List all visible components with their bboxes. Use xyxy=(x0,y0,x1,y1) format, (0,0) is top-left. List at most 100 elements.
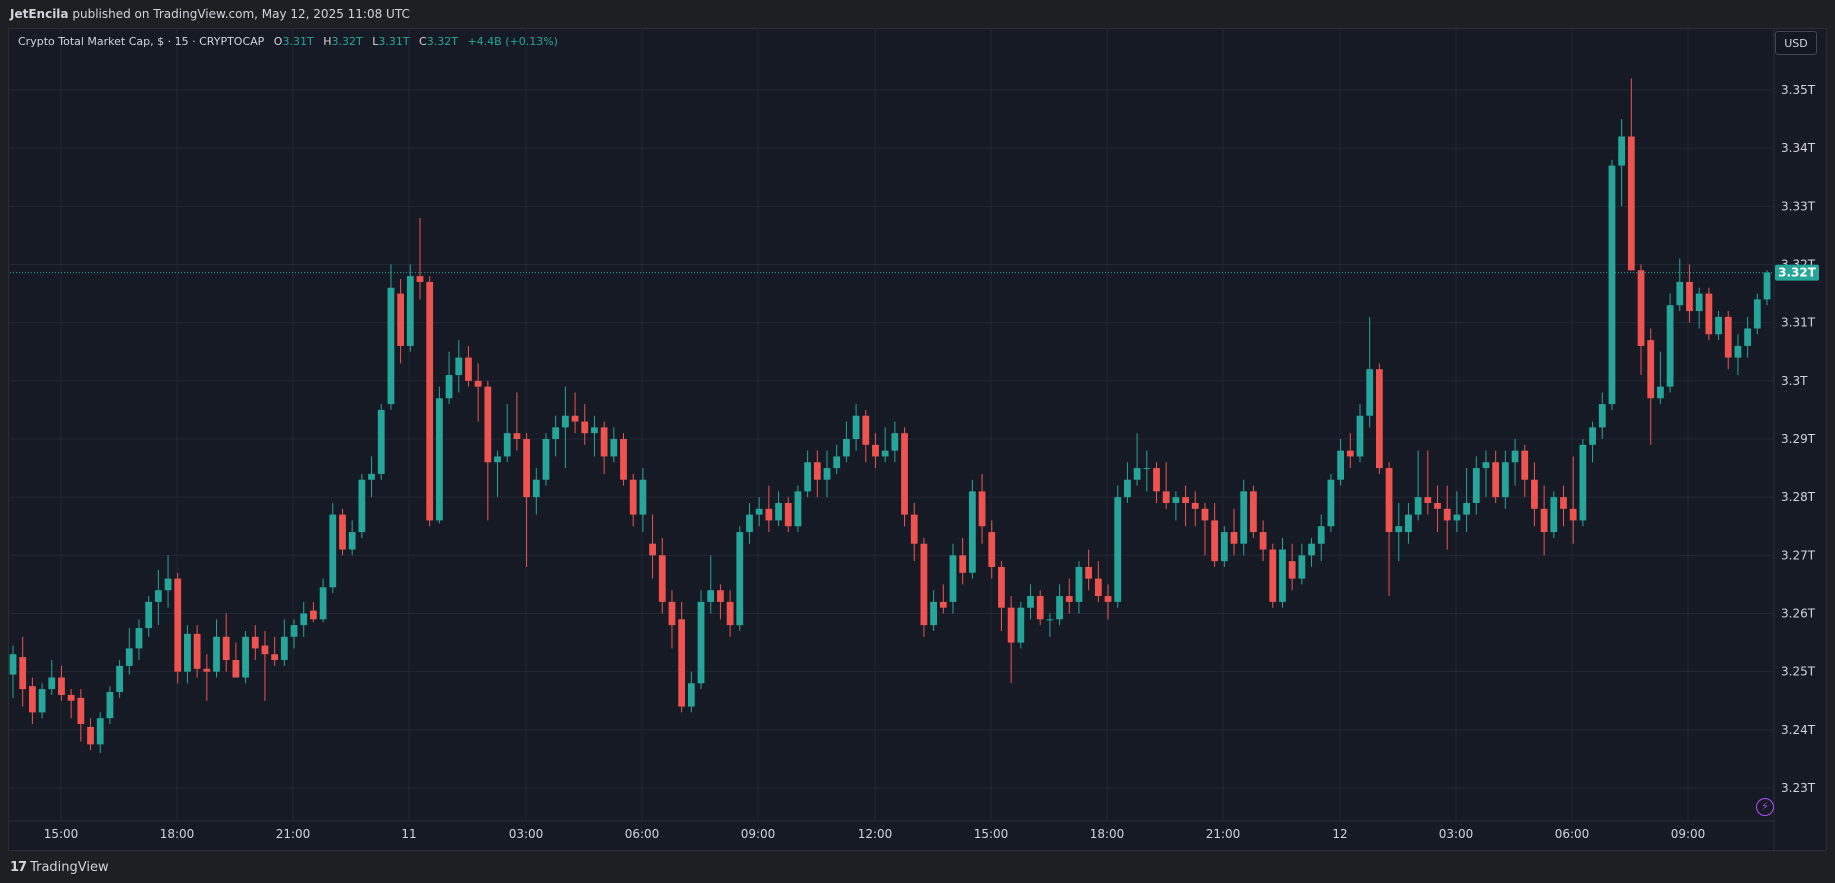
candle-body[interactable] xyxy=(1327,479,1335,527)
candle-body[interactable] xyxy=(1763,272,1771,300)
candle-body[interactable] xyxy=(629,479,637,515)
candle-body[interactable] xyxy=(959,555,967,573)
candle-body[interactable] xyxy=(1046,619,1054,621)
candle-body[interactable] xyxy=(222,636,230,661)
candle-body[interactable] xyxy=(416,276,424,282)
candle-body[interactable] xyxy=(678,619,686,707)
candle-body[interactable] xyxy=(377,409,385,474)
candle-body[interactable] xyxy=(1724,316,1732,358)
candle-body[interactable] xyxy=(1094,578,1102,597)
candle-body[interactable] xyxy=(1734,345,1742,358)
candle-body[interactable] xyxy=(513,433,521,439)
candle-body[interactable] xyxy=(697,601,705,684)
candle-body[interactable] xyxy=(862,415,870,445)
candle-body[interactable] xyxy=(1298,555,1306,579)
candle-body[interactable] xyxy=(1453,514,1461,521)
candle-body[interactable] xyxy=(1240,491,1248,544)
candle-body[interactable] xyxy=(1501,462,1509,498)
candle-body[interactable] xyxy=(872,444,879,457)
candle-body[interactable] xyxy=(1269,549,1277,602)
candle-body[interactable] xyxy=(804,462,812,492)
candle-body[interactable] xyxy=(910,514,918,544)
candle-body[interactable] xyxy=(1511,450,1519,463)
candle-body[interactable] xyxy=(998,566,1005,608)
candle-body[interactable] xyxy=(833,456,841,469)
candle-body[interactable] xyxy=(930,601,937,626)
candle-body[interactable] xyxy=(1589,427,1596,445)
candle-body[interactable] xyxy=(19,657,27,690)
candlestick-chart[interactable]: 15:00 18:00 21:00 11 03:00 06:00 09:00 12:00 15:… xyxy=(0,0,1835,851)
candle-body[interactable] xyxy=(784,502,792,527)
candle-body[interactable] xyxy=(445,375,453,399)
candle-body[interactable] xyxy=(319,587,327,620)
candle-body[interactable] xyxy=(387,287,395,405)
candle-body[interactable] xyxy=(1472,468,1480,503)
candle-body[interactable] xyxy=(455,357,463,376)
candle-body[interactable] xyxy=(1172,497,1180,503)
candle-body[interactable] xyxy=(1162,491,1170,503)
candle-body[interactable] xyxy=(687,683,695,707)
candle-body[interactable] xyxy=(1375,369,1383,469)
candle-body[interactable] xyxy=(203,668,211,672)
candle-body[interactable] xyxy=(881,450,889,457)
candle-body[interactable] xyxy=(988,532,996,567)
candle-body[interactable] xyxy=(920,543,928,626)
candle-body[interactable] xyxy=(435,398,443,521)
candle-body[interactable] xyxy=(1250,491,1257,533)
candle-body[interactable] xyxy=(1085,566,1093,579)
candle-body[interactable] xyxy=(726,601,734,626)
candle-body[interactable] xyxy=(290,625,298,637)
candle-body[interactable] xyxy=(1308,543,1315,556)
candle-body[interactable] xyxy=(193,633,201,669)
candle-body[interactable] xyxy=(58,677,65,695)
candle-body[interactable] xyxy=(67,694,75,701)
candle-body[interactable] xyxy=(1686,281,1693,312)
candle-body[interactable] xyxy=(1492,462,1500,498)
candle-body[interactable] xyxy=(125,648,133,666)
candle-body[interactable] xyxy=(1007,607,1015,643)
candle-body[interactable] xyxy=(1395,526,1403,533)
candle-body[interactable] xyxy=(271,654,279,661)
candle-body[interactable] xyxy=(1744,328,1752,346)
lightning-bolt-icon[interactable]: ⚡ xyxy=(1756,798,1774,816)
candle-body[interactable] xyxy=(1346,450,1354,457)
candle-body[interactable] xyxy=(668,601,676,626)
candle-body[interactable] xyxy=(28,686,36,713)
candle-body[interactable] xyxy=(1366,369,1374,416)
candle-body[interactable] xyxy=(1337,450,1345,480)
candle-body[interactable] xyxy=(242,636,249,678)
candle-body[interactable] xyxy=(968,491,976,573)
candle-body[interactable] xyxy=(77,697,85,725)
candle-body[interactable] xyxy=(280,636,288,661)
candle-body[interactable] xyxy=(329,514,337,588)
candle-body[interactable] xyxy=(213,636,220,672)
candle-body[interactable] xyxy=(358,479,366,533)
candle-body[interactable] xyxy=(1569,508,1577,521)
candle-body[interactable] xyxy=(571,415,579,422)
candle-body[interactable] xyxy=(1550,497,1558,533)
candle-body[interactable] xyxy=(261,645,269,655)
candle-body[interactable] xyxy=(736,532,744,626)
author-name[interactable]: JetEncila xyxy=(10,7,69,21)
candle-body[interactable] xyxy=(794,491,802,527)
candle-body[interactable] xyxy=(639,479,647,515)
candle-body[interactable] xyxy=(1579,444,1587,521)
candle-body[interactable] xyxy=(1598,404,1606,428)
candle-body[interactable] xyxy=(949,555,957,602)
candle-body[interactable] xyxy=(1104,596,1112,602)
candle-body[interactable] xyxy=(251,636,259,649)
candle-body[interactable] xyxy=(339,514,346,550)
candle-body[interactable] xyxy=(1143,468,1151,470)
candle-body[interactable] xyxy=(154,590,162,602)
candle-body[interactable] xyxy=(38,689,46,713)
candle-body[interactable] xyxy=(1424,497,1432,503)
candle-body[interactable] xyxy=(1463,502,1470,515)
candle-body[interactable] xyxy=(1259,532,1267,550)
candle-body[interactable] xyxy=(310,610,317,620)
candle-body[interactable] xyxy=(1153,468,1160,492)
candle-body[interactable] xyxy=(1560,497,1567,509)
candle-body[interactable] xyxy=(474,380,482,387)
candle-body[interactable] xyxy=(1482,462,1490,469)
candle-body[interactable] xyxy=(1317,526,1325,544)
candle-body[interactable] xyxy=(232,660,240,678)
